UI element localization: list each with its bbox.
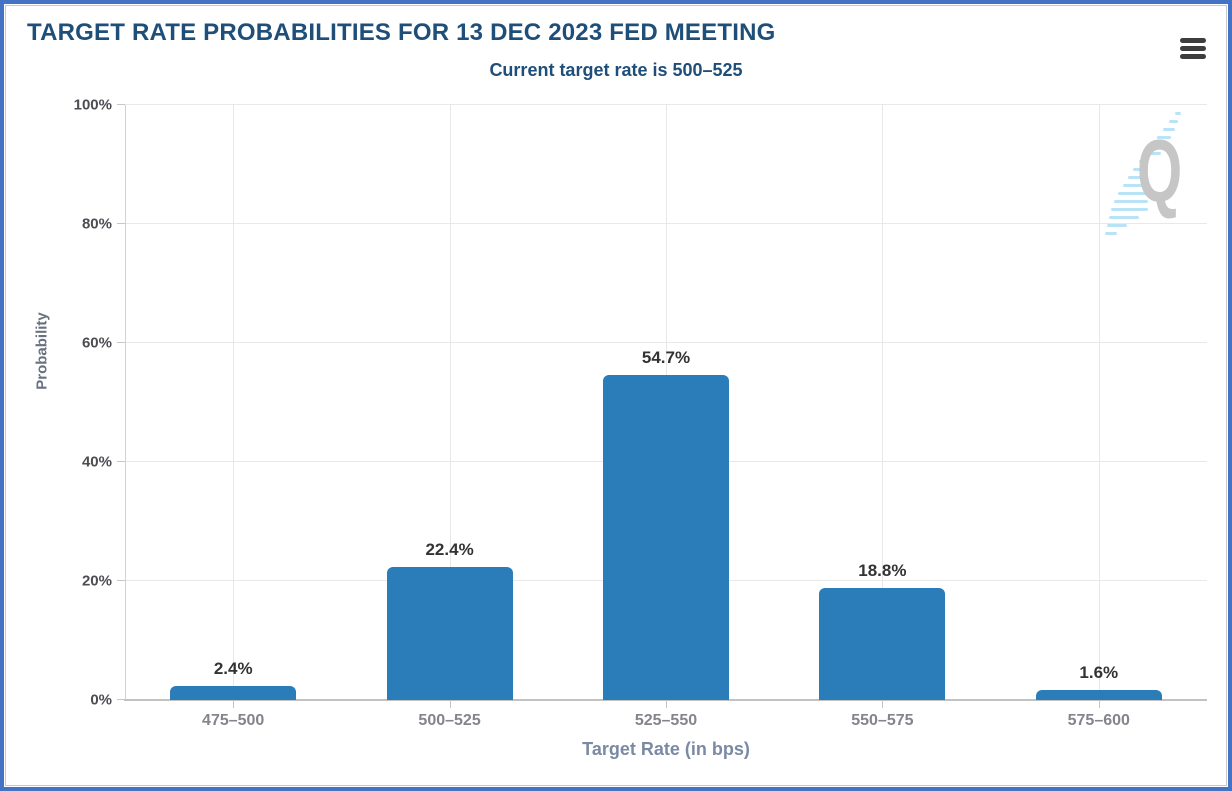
- y-tickmark: [117, 699, 125, 700]
- x-axis-title: Target Rate (in bps): [582, 739, 750, 759]
- chart-subtitle: Current target rate is 500–525: [489, 60, 743, 80]
- vertical-gridline: [882, 105, 884, 700]
- y-axis-line: [125, 105, 126, 700]
- chart-menu-button[interactable]: [1173, 30, 1213, 66]
- chart-card: TARGET RATE PROBABILITIES FOR 13 DEC 202…: [5, 5, 1227, 786]
- bar-value-label: 22.4%: [425, 539, 474, 559]
- bar-550-575[interactable]: [819, 588, 946, 700]
- bar-value-label: 18.8%: [858, 561, 907, 581]
- x-tickmark: [233, 700, 235, 708]
- y-tick-label: 100%: [73, 96, 112, 114]
- bar-575-600[interactable]: [1035, 690, 1162, 700]
- x-tickmark: [449, 700, 451, 708]
- y-tick-label: 20%: [81, 572, 112, 590]
- category-column: 54.7% 525–550: [558, 105, 774, 729]
- gridline-100: [125, 104, 1207, 105]
- x-tick-label: 500–525: [418, 712, 481, 729]
- y-axis-title: Probability: [33, 312, 51, 390]
- bar-525-550[interactable]: [602, 374, 729, 700]
- bar-475-500[interactable]: [170, 685, 297, 700]
- y-tickmark: [117, 223, 125, 224]
- x-tickmark: [665, 700, 667, 708]
- vertical-gridline: [1098, 105, 1100, 700]
- bar-value-label: 1.6%: [1079, 663, 1119, 683]
- plot-area: 0% 20% 40% 60% 80% 100% 2.4% 475–500 22.…: [74, 97, 1207, 729]
- x-tick-label: 475–500: [202, 712, 265, 729]
- bar-value-label: 2.4%: [213, 658, 253, 678]
- y-tickmark: [117, 461, 125, 462]
- chart-title: TARGET RATE PROBABILITIES FOR 13 DEC 202…: [27, 19, 776, 46]
- y-tick-label: 40%: [81, 453, 112, 471]
- x-tickmark: [1098, 700, 1100, 708]
- x-axis-line: [124, 699, 1207, 701]
- y-tickmark: [117, 104, 125, 105]
- category-column: 18.8% 550–575: [774, 105, 990, 729]
- y-tickmark: [117, 342, 125, 343]
- bar-500-525[interactable]: [386, 566, 513, 700]
- y-tick-label: 80%: [81, 215, 112, 233]
- category-column: 22.4% 500–525: [341, 105, 557, 729]
- category-column: 1.6% 575–600: [991, 105, 1207, 729]
- x-tick-label: 575–600: [1067, 712, 1130, 729]
- y-tick-label: 60%: [81, 334, 112, 352]
- vertical-gridline: [449, 105, 451, 700]
- vertical-gridline: [233, 105, 235, 700]
- x-tick-label: 550–575: [851, 712, 914, 729]
- x-tick-label: 525–550: [634, 712, 698, 729]
- category-column: 2.4% 475–500: [125, 105, 341, 729]
- y-tick-label: 0%: [90, 691, 112, 709]
- y-tickmark: [117, 580, 125, 581]
- bar-value-label: 54.7%: [641, 347, 691, 367]
- x-tickmark: [882, 700, 884, 708]
- hamburger-menu-icon: [1180, 37, 1206, 59]
